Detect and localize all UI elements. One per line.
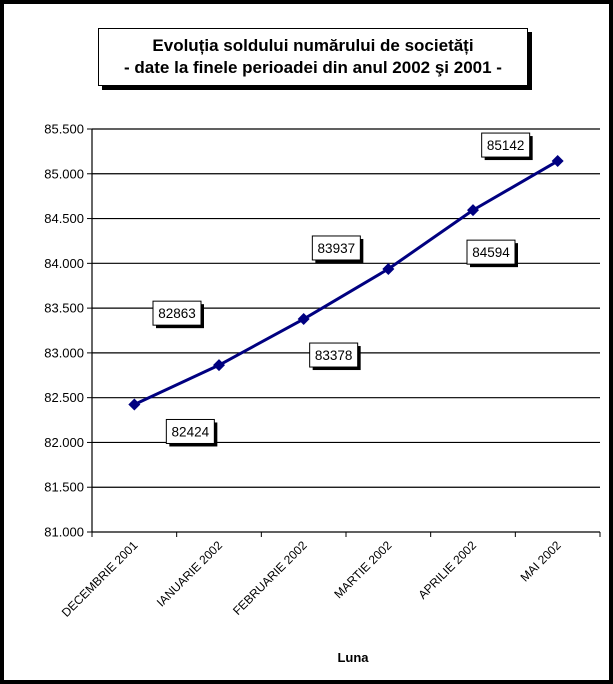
data-label-box — [309, 342, 359, 368]
data-label: 83937 — [311, 235, 364, 263]
y-tick-label: 81.500 — [44, 480, 84, 495]
data-label: 84594 — [466, 239, 518, 268]
data-label-text: 83937 — [318, 241, 356, 256]
data-label-text: 82863 — [158, 306, 196, 321]
y-tick-label: 81.000 — [44, 525, 84, 540]
y-tick-label: 83.500 — [44, 301, 84, 316]
data-label-text: 84594 — [472, 245, 510, 260]
data-label-box — [165, 418, 215, 444]
data-label-text: 83378 — [315, 348, 353, 363]
chart-title-line-2: - date la finele perioadei din anul 2002… — [124, 58, 502, 77]
y-tick-label: 83.000 — [44, 345, 84, 360]
series-line — [133, 159, 559, 406]
data-labels: 82424 82863 83378 83937 84594 85142 — [152, 132, 533, 447]
x-tick-label: DECEMBRIE 2001 — [59, 538, 141, 620]
data-label: 85142 — [481, 132, 533, 161]
y-tick-label: 85.500 — [44, 122, 84, 137]
x-tick-label: FEBRUARIE 2002 — [230, 538, 310, 618]
x-tick-label: IANUARIE 2002 — [154, 538, 225, 609]
data-label-box — [466, 239, 516, 265]
y-tick-label: 85.000 — [44, 166, 84, 181]
y-tick-label: 84.000 — [44, 256, 84, 271]
x-tick-label: APRILIE 2002 — [415, 538, 479, 602]
data-label-box — [152, 300, 202, 326]
data-point-marker — [551, 155, 564, 168]
axes — [87, 128, 601, 537]
y-tick-label: 84.500 — [44, 211, 84, 226]
x-axis-title: Luna — [337, 650, 369, 665]
y-tick-labels: 81.000 81.500 82.000 82.500 83.000 83.500 84.0… — [44, 122, 84, 540]
x-tick-labels: DECEMBRIE 2001 IANUARIE 2002 FEBRUARIE 200… — [59, 538, 564, 620]
chart-title-box: Evoluția soldului numărului de societăți… — [98, 28, 528, 86]
y-tick-label: 82.000 — [44, 435, 84, 450]
data-point-marker — [297, 313, 310, 326]
data-point-marker — [382, 262, 395, 275]
data-point-marker — [128, 398, 141, 411]
data-label-box — [311, 235, 361, 261]
data-point-marker — [213, 359, 225, 372]
data-label-box — [481, 132, 531, 158]
data-point-marker — [467, 204, 479, 217]
data-label: 82424 — [165, 418, 218, 447]
data-label: 82863 — [152, 300, 204, 329]
data-label-text: 85142 — [487, 138, 525, 153]
y-tick-label: 82.500 — [44, 390, 84, 405]
data-label: 83378 — [309, 342, 361, 371]
x-tick-label: MARTIE 2002 — [331, 538, 394, 601]
series — [128, 155, 564, 411]
data-label-text: 82424 — [172, 424, 210, 439]
chart-title-line-1: Evoluția soldului numărului de societăți — [152, 36, 474, 55]
x-tick-label: MAI 2002 — [518, 538, 564, 584]
